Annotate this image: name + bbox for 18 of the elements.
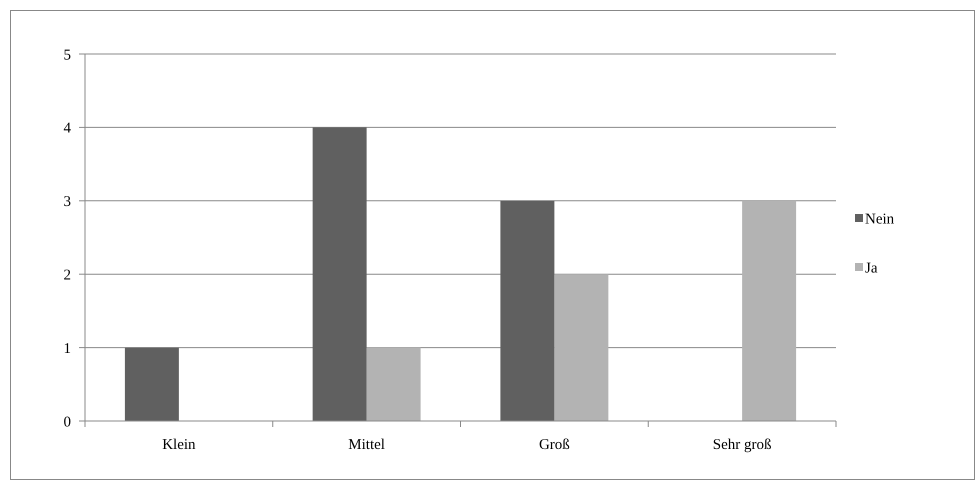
bar bbox=[500, 200, 554, 421]
y-tick-label: 3 bbox=[64, 194, 71, 210]
bar bbox=[312, 127, 367, 421]
bar bbox=[124, 348, 179, 421]
x-tick-label: Groß bbox=[538, 437, 570, 453]
x-tick-label: Sehr groß bbox=[712, 437, 772, 453]
bar bbox=[366, 348, 421, 421]
y-tick-label: 4 bbox=[64, 120, 72, 137]
y-tick-label: 2 bbox=[64, 267, 71, 284]
bar bbox=[554, 274, 608, 421]
bar bbox=[742, 200, 796, 421]
legend-label: Nein bbox=[865, 211, 895, 228]
y-tick-label: 5 bbox=[64, 47, 71, 64]
legend-label: Ja bbox=[865, 260, 878, 276]
x-tick-label: Mittel bbox=[348, 437, 385, 453]
y-tick-label: 0 bbox=[64, 414, 71, 430]
y-tick-label: 1 bbox=[64, 340, 71, 357]
x-tick-label: Klein bbox=[162, 437, 196, 453]
